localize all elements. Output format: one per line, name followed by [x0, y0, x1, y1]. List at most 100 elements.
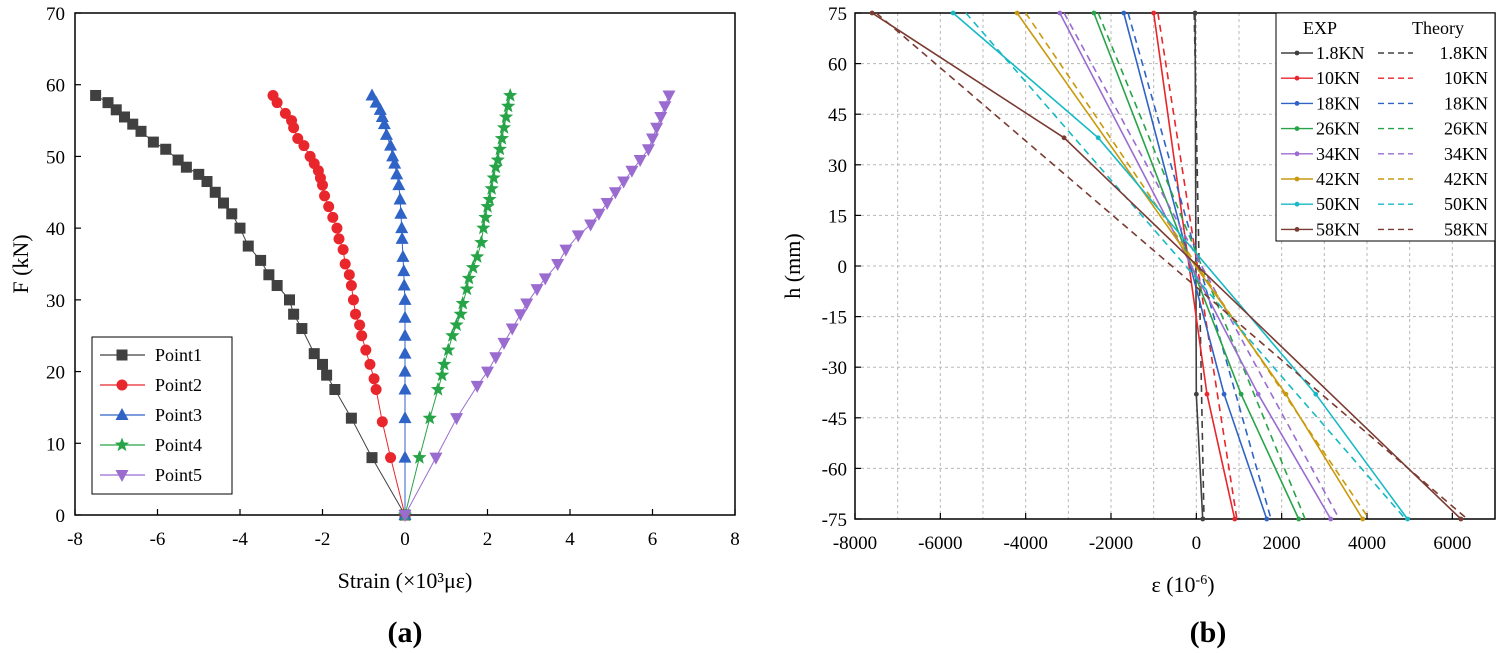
series-point2: [267, 89, 411, 521]
data-point: [339, 258, 351, 270]
chart-a: -8 -6 -4 -2 0 2 4 6 8 0 10 20 30 40 50 60 70 Strain (×10…: [8, 4, 740, 649]
data-point: [641, 144, 655, 157]
series-point1: [90, 89, 411, 521]
data-point: [482, 192, 497, 206]
data-point: [360, 344, 372, 356]
data-point: [398, 292, 412, 305]
legend-exp-label: 34KN: [1316, 144, 1360, 164]
legend-label: Point1: [155, 345, 202, 365]
data-point: [470, 249, 485, 263]
data-point: [650, 122, 664, 135]
data-point: [321, 369, 333, 381]
data-point: [441, 342, 456, 357]
data-point: [304, 150, 316, 162]
data-point: [364, 358, 376, 370]
chart-b-ytick-label: -75: [822, 510, 847, 531]
data-point: [317, 358, 328, 370]
chart-a-ytick-label: 40: [46, 219, 65, 240]
data-point: [296, 323, 308, 335]
chart-b-ytick-label: -60: [822, 459, 847, 480]
exp-point: [1458, 516, 1464, 522]
chart-a-ytick-label: 30: [46, 291, 65, 312]
data-point: [450, 413, 464, 426]
data-point: [633, 155, 647, 168]
data-point: [394, 206, 408, 219]
chart-a-xtick-label: 6: [648, 529, 658, 550]
exp-point: [1238, 391, 1244, 397]
series-50kn: [950, 10, 1410, 522]
data-point: [397, 264, 411, 277]
data-point: [571, 230, 585, 243]
data-point: [373, 102, 387, 115]
data-point: [445, 328, 460, 342]
exp-point: [1255, 391, 1261, 397]
chart-a-ytick-label: 70: [46, 4, 65, 25]
data-point: [368, 373, 380, 385]
legend-marker: [115, 408, 129, 420]
data-point: [455, 295, 470, 310]
data-point: [327, 211, 339, 223]
data-point: [600, 198, 614, 211]
data-point: [242, 240, 254, 252]
data-point: [369, 95, 383, 108]
data-point: [505, 323, 519, 336]
series-point5: [398, 90, 676, 522]
legend-exp-label: 18KN: [1316, 93, 1360, 113]
legend-exp-label: 50KN: [1316, 194, 1360, 214]
exp-point: [1405, 516, 1410, 522]
theory-line: [1097, 12, 1306, 520]
exp-point: [1296, 516, 1302, 522]
legend-theory-label: 42KN: [1444, 169, 1488, 189]
data-point: [172, 154, 184, 166]
legend-theory-label: 18KN: [1444, 93, 1488, 113]
exp-point: [1192, 10, 1198, 16]
data-point: [234, 222, 246, 234]
data-point: [398, 450, 412, 463]
legend-theory-label: 34KN: [1444, 144, 1488, 164]
legend-header-exp: EXP: [1303, 18, 1337, 38]
chart-b-legend: EXP Theory 1.8KN 1.8KN 10KN 10KN 18KN 18KN 26K…: [1275, 12, 1496, 242]
chart-a-ylabel: F (kN): [8, 234, 33, 293]
data-point: [465, 260, 481, 274]
chart-b-ytick-label: -30: [822, 358, 847, 379]
chart-b-ytick-label: 30: [828, 156, 847, 177]
legend-exp-marker: [1294, 227, 1300, 232]
data-point: [379, 127, 393, 140]
theory-line: [1193, 12, 1205, 520]
data-point: [90, 89, 102, 101]
data-point: [343, 269, 355, 281]
chart-b-xtick-label: 4000: [1348, 533, 1386, 554]
exp-point: [1151, 10, 1157, 16]
data-point: [584, 219, 598, 232]
data-point: [255, 254, 267, 266]
series-1.8kn: [1192, 10, 1206, 522]
legend-exp-label: 1.8KN: [1316, 43, 1365, 63]
data-point: [193, 168, 205, 180]
legend-exp-label: 42KN: [1316, 169, 1360, 189]
data-point: [461, 270, 477, 285]
legend-theory-label: 1.8KN: [1440, 43, 1489, 63]
data-point: [398, 510, 412, 522]
chart-b-ytick-label: 0: [838, 257, 848, 278]
data-point: [520, 298, 534, 311]
data-point: [608, 187, 622, 200]
series-26kn: [1091, 10, 1306, 522]
data-point: [385, 452, 397, 464]
data-point: [492, 141, 507, 156]
chart-b-ytick-label: 60: [828, 55, 847, 76]
data-point: [490, 152, 505, 167]
data-point: [333, 233, 345, 245]
chart-b-ytick-label: -45: [822, 409, 847, 430]
theory-line: [965, 12, 1407, 520]
data-point: [356, 330, 368, 342]
panel-a-label: (a): [388, 616, 423, 649]
data-point: [279, 107, 291, 119]
data-point: [422, 410, 437, 425]
data-point: [514, 309, 527, 322]
data-point: [226, 208, 238, 220]
data-point: [331, 222, 343, 234]
chart-a-ytick-label: 60: [46, 76, 65, 97]
data-point: [298, 140, 310, 152]
chart-a-xtick-label: -2: [315, 529, 331, 550]
exp-point: [950, 10, 956, 16]
